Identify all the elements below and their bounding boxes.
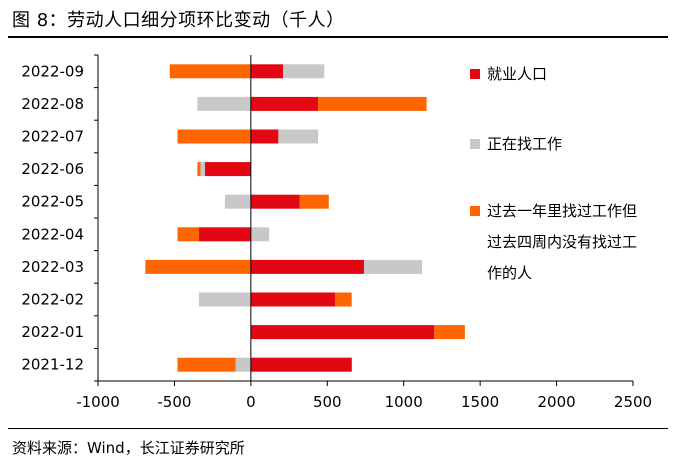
- y-tick-label: 2022-08: [21, 95, 84, 113]
- bar-2022-05-series-1: [250, 194, 300, 209]
- bar-2022-09-series-2: [283, 64, 325, 79]
- bar-2022-03-series-3: [145, 259, 251, 274]
- bar-2022-09-series-1: [250, 64, 283, 79]
- y-tick-label: 2022-09: [21, 62, 84, 80]
- bar-2022-06-series-2: [200, 162, 205, 177]
- y-tick-label: 2022-03: [21, 258, 84, 276]
- x-tick-label: -1000: [76, 393, 120, 411]
- bar-2022-07-series-3: [177, 129, 251, 144]
- legend-label-series-2: 正在找工作: [487, 135, 562, 153]
- legend-swatch-series-2: [470, 139, 480, 149]
- bar-2021-12-series-2: [235, 357, 251, 372]
- bar-2022-07-series-1: [250, 129, 279, 144]
- bar-2022-02-series-1: [250, 292, 335, 307]
- y-tick-label: 2021-12: [21, 356, 84, 374]
- bar-2022-03-series-1: [250, 259, 364, 274]
- bar-2022-02-series-3: [334, 292, 352, 307]
- bar-2022-04-series-2: [250, 227, 270, 242]
- legend-label-series-3: 过去四周内没有找过工: [487, 233, 637, 251]
- x-tick-label: 0: [246, 393, 256, 411]
- bar-2022-06-series-1: [205, 162, 251, 177]
- legend-swatch-series-3: [470, 206, 480, 216]
- legend-swatch-series-1: [470, 69, 480, 79]
- bar-2021-12-series-1: [250, 357, 352, 372]
- y-tick-label: 2022-05: [21, 193, 84, 211]
- legend-label-series-3: 作的人: [487, 264, 532, 282]
- y-tick-label: 2022-06: [21, 160, 84, 178]
- x-tick-label: -500: [157, 393, 191, 411]
- legend-label-series-1: 就业人口: [487, 65, 547, 83]
- y-tick-label: 2022-04: [21, 225, 84, 243]
- bar-2022-01-series-1: [250, 325, 435, 340]
- bar-2022-05-series-2: [224, 194, 251, 209]
- source-note: 资料来源：Wind，长江证券研究所: [12, 439, 245, 457]
- x-tick-label: 1500: [461, 393, 499, 411]
- bar-2021-12-series-3: [177, 357, 236, 372]
- bar-2022-02-series-2: [198, 292, 251, 307]
- y-tick-label: 2022-01: [21, 323, 84, 341]
- title-rule: [8, 36, 668, 38]
- bar-2022-09-series-3: [169, 64, 251, 79]
- bar-2022-04-series-1: [198, 227, 251, 242]
- bar-2022-04-series-3: [177, 227, 199, 242]
- x-tick-label: 1000: [385, 393, 423, 411]
- figure-title: 图 8：劳动人口细分项环比变动（千人）: [12, 10, 345, 31]
- x-tick-label: 500: [313, 393, 342, 411]
- bar-2022-01-series-3: [434, 325, 465, 340]
- bar-2022-08-series-3: [318, 96, 427, 111]
- y-tick-label: 2022-02: [21, 291, 84, 309]
- x-tick-label: 2000: [538, 393, 576, 411]
- bar-2022-06-series-3: [197, 162, 201, 177]
- legend-label-series-3: 过去一年里找过工作但: [487, 202, 637, 220]
- bar-2022-08-series-2: [197, 96, 251, 111]
- bar-2022-05-series-3: [299, 194, 329, 209]
- bar-2022-08-series-1: [250, 96, 319, 111]
- bar-2022-07-series-2: [278, 129, 319, 144]
- bar-2022-03-series-2: [364, 259, 423, 274]
- x-tick-label: 2500: [614, 393, 652, 411]
- footer-rule: [8, 428, 668, 429]
- y-tick-label: 2022-07: [21, 128, 84, 146]
